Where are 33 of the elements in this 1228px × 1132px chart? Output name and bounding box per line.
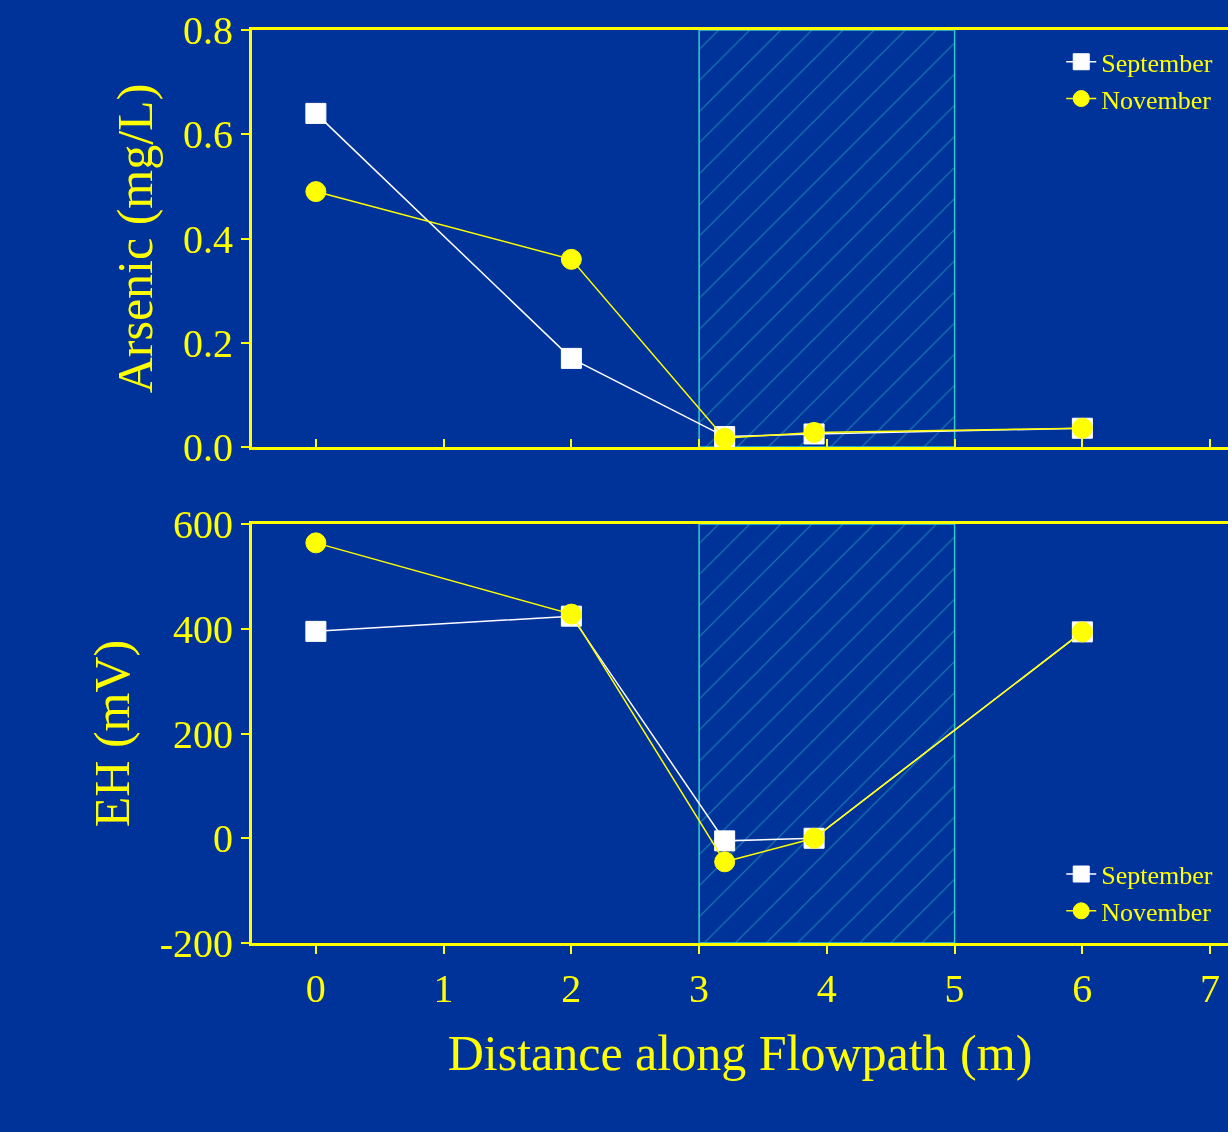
y-tick-label: 0.4 [183,216,233,262]
y-tick-label: 200 [173,711,233,757]
y-tick-label: -200 [159,921,233,966]
y-tick-label: 0.2 [183,320,233,366]
x-tick-label: 7 [1200,966,1221,1011]
y-tick-label: 600 [173,502,233,547]
y-tick-label: 0.8 [183,8,233,53]
y-tick-label: 0.6 [183,112,233,158]
y-axis-title: Arsenic (mg/L) [107,83,163,394]
legend-label: November [1101,897,1212,927]
legend-label: September [1101,861,1213,891]
y-tick-label: 0.0 [183,425,233,470]
x-tick-label: 4 [816,966,837,1011]
point [714,851,736,873]
x-axis-title: Distance along Flowpath (m) [447,1024,1033,1081]
point [560,248,582,270]
point [305,102,327,124]
point [714,830,736,852]
point [305,620,327,642]
legend-label: September [1101,48,1213,78]
x-tick-label: 5 [944,966,965,1011]
x-tick-label: 1 [433,966,454,1011]
y-tick-label: 0 [213,816,233,862]
point [560,347,582,369]
point [305,181,327,203]
x-tick-label: 3 [689,966,710,1011]
y-axis-title: EH (mV) [83,639,140,828]
x-tick-label: 6 [1072,966,1093,1011]
legend-label: November [1101,85,1212,115]
y-tick-label: 400 [173,606,233,652]
x-tick-label: 2 [561,966,582,1011]
x-tick-label: 0 [305,966,326,1011]
point [305,532,327,554]
